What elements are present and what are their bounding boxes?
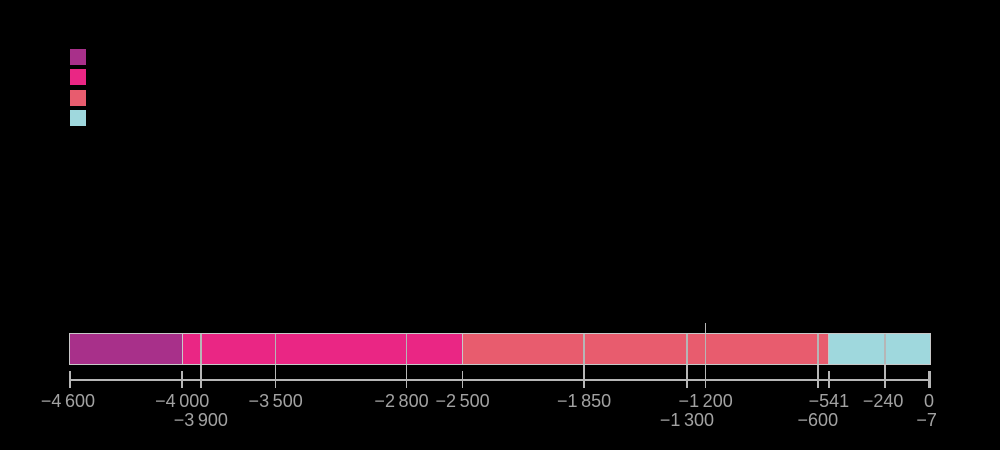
axis-tick-label: −2 800 — [374, 390, 429, 411]
event-marker-line — [686, 333, 688, 388]
axis-tick — [181, 371, 183, 388]
axis-tick-label: −1 300 — [659, 409, 715, 430]
axis-tick — [927, 371, 930, 388]
timeline-segment-1[interactable] — [70, 333, 183, 364]
bar-outline — [69, 332, 932, 365]
legend-swatch-series-3[interactable] — [70, 89, 86, 106]
timeline-segment-4[interactable] — [828, 333, 930, 364]
axis-tick — [929, 371, 931, 388]
axis-tick-label: −2 500 — [435, 390, 490, 411]
segment-divider-line — [462, 333, 464, 364]
axis-tick-label: −4 600 — [40, 390, 96, 411]
axis-tick-label: −600 — [797, 409, 839, 430]
axis-tick-label: −4 000 — [155, 390, 210, 411]
event-marker-line — [704, 322, 707, 388]
legend-swatch-series-2[interactable] — [70, 69, 86, 86]
segment-divider-line — [181, 333, 183, 364]
axis-tick — [461, 371, 464, 388]
legend — [70, 49, 86, 177]
axis-tick-label: −3 500 — [248, 390, 303, 411]
event-marker-line — [200, 333, 202, 388]
axis-tick — [69, 371, 71, 388]
axis-tick-label: −240 — [862, 390, 904, 411]
x-axis-line — [69, 379, 931, 381]
segment-divider-line — [828, 333, 830, 364]
axis-tick-label: −1 200 — [678, 390, 733, 411]
timeline-segment-3[interactable] — [462, 333, 829, 364]
legend-swatch-series-1[interactable] — [70, 49, 86, 65]
event-marker-line — [817, 333, 819, 388]
axis-tick-label: −541 — [808, 390, 850, 411]
event-marker-line — [583, 333, 585, 388]
event-marker-line — [405, 333, 408, 388]
event-marker-line — [884, 333, 886, 388]
axis-tick-label: −3 900 — [173, 409, 228, 430]
event-marker-line — [274, 333, 277, 388]
axis-tick-label: −7 — [916, 409, 937, 430]
axis-tick-label: 0 — [923, 390, 935, 411]
axis-tick — [828, 371, 830, 388]
axis-tick-label: −1 850 — [557, 390, 612, 411]
timeline-segment-2[interactable] — [182, 333, 463, 364]
legend-swatch-series-4[interactable] — [70, 110, 86, 127]
